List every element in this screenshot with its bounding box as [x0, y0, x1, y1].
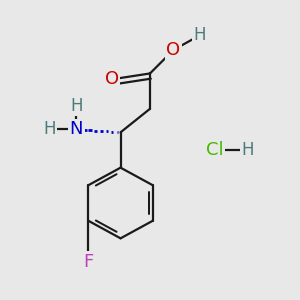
Text: O: O [167, 41, 181, 59]
Text: O: O [105, 70, 119, 88]
Text: H: H [194, 26, 206, 44]
Text: H: H [241, 141, 253, 159]
Text: H: H [70, 97, 82, 115]
Text: Cl: Cl [206, 141, 224, 159]
Text: H: H [44, 120, 56, 138]
Text: N: N [70, 120, 83, 138]
Text: F: F [83, 253, 93, 271]
